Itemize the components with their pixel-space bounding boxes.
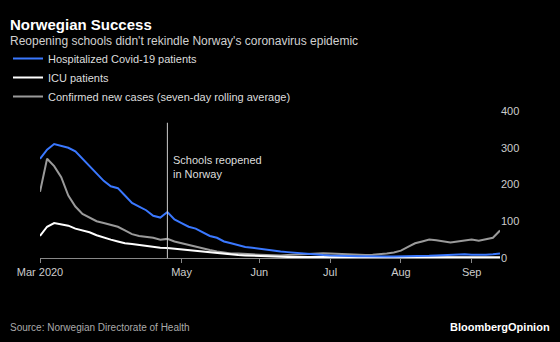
svg-text:0: 0 bbox=[501, 252, 507, 264]
svg-text:Hospitalized Covid-19 patients: Hospitalized Covid-19 patients bbox=[48, 53, 197, 65]
svg-text:Aug: Aug bbox=[391, 266, 411, 278]
svg-text:200: 200 bbox=[501, 178, 519, 190]
svg-text:BloombergOpinion: BloombergOpinion bbox=[450, 321, 550, 333]
svg-text:Schools reopenedin Norway: Schools reopenedin Norway bbox=[173, 154, 262, 180]
svg-text:May: May bbox=[171, 266, 192, 278]
svg-text:Sep: Sep bbox=[462, 266, 482, 278]
svg-text:Norwegian Success: Norwegian Success bbox=[10, 16, 152, 33]
svg-text:100: 100 bbox=[501, 215, 519, 227]
svg-text:Reopening schools didn't rekin: Reopening schools didn't rekindle Norway… bbox=[10, 34, 358, 48]
svg-text:300: 300 bbox=[501, 142, 519, 154]
svg-text:Jul: Jul bbox=[323, 266, 337, 278]
svg-text:ICU patients: ICU patients bbox=[48, 72, 109, 84]
svg-text:Confirmed new cases (seven-day: Confirmed new cases (seven-day rolling a… bbox=[48, 91, 290, 103]
svg-text:Source: Norwegian Directorate: Source: Norwegian Directorate of Health bbox=[10, 322, 190, 333]
svg-text:400: 400 bbox=[501, 105, 519, 117]
svg-text:Mar 2020: Mar 2020 bbox=[17, 266, 63, 278]
svg-text:Jun: Jun bbox=[251, 266, 269, 278]
